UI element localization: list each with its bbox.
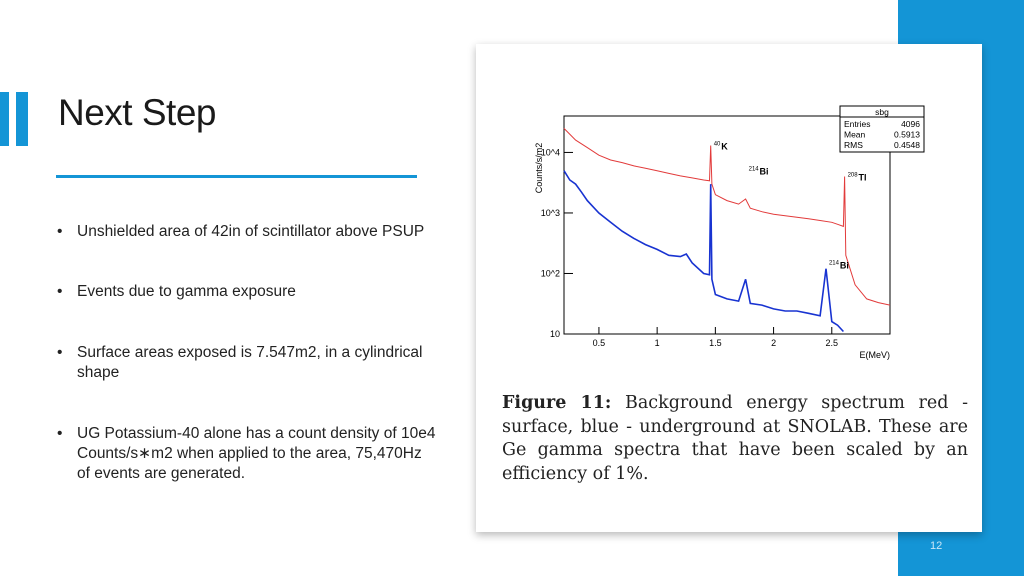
page-number: 12 [930, 540, 943, 552]
figure-image: 0.5 1 1.5 2 2.5 10 10^2 10^3 10^4 E(MeV) Counts/s/… [476, 44, 982, 532]
series-line-1 [563, 170, 844, 333]
y-tick-label: 10^2 [541, 268, 560, 278]
stats-row-value: 0.5913 [894, 130, 920, 140]
y-tick-label: 10 [550, 329, 560, 339]
annotation-label: Bi [760, 167, 769, 177]
stats-box [839, 105, 925, 153]
title-underline [56, 175, 417, 178]
bullet-item: Events due to gamma exposure [56, 282, 436, 302]
accent-bar-thick [16, 92, 28, 146]
figure-caption-text: Background energy spectrum red - surface… [502, 393, 968, 484]
bullet-item: UG Potassium-40 alone has a count densit… [56, 424, 436, 484]
stats-box-title: sbg [875, 107, 889, 117]
stats-row-value: 4096 [901, 119, 920, 129]
bullet-item: Surface areas exposed is 7.547m2, in a c… [56, 343, 436, 383]
annotation-label: K [721, 142, 728, 152]
x-tick-label: 2.5 [826, 338, 839, 348]
x-tick-label: 2 [771, 338, 776, 348]
y-tick-label: 10^3 [541, 208, 560, 218]
series-line-0 [563, 128, 891, 306]
slide-title: Next Step [58, 92, 216, 133]
bullet-list: Unshielded area of 42in of scintillator … [56, 222, 436, 484]
x-axis-label: E(MeV) [859, 350, 890, 360]
figure-caption-label: Figure 11: [502, 393, 612, 413]
annotation-superscript: 214 [749, 167, 760, 173]
stats-row-label: Mean [844, 130, 866, 140]
stats-row-label: Entries [844, 119, 870, 129]
annotation-label: Tl [858, 173, 866, 183]
stats-row-label: RMS [844, 140, 863, 150]
annotation-superscript: 208 [848, 173, 859, 179]
y-axis-label: Counts/s/m2 [534, 143, 544, 194]
annotation-superscript: 40 [714, 142, 721, 148]
figure-caption: Figure 11: Background energy spectrum re… [502, 392, 968, 486]
x-tick-label: 1.5 [709, 338, 722, 348]
y-tick-label: 10^4 [541, 147, 560, 157]
spectrum-chart: 0.5 1 1.5 2 2.5 10 10^2 10^3 10^4 E(MeV) Counts/s/… [534, 105, 925, 360]
bullet-item: Unshielded area of 42in of scintillator … [56, 222, 436, 242]
accent-bar-thin [0, 92, 9, 146]
plot-frame [563, 115, 891, 335]
annotation-label: Bi [840, 261, 849, 271]
x-tick-label: 1 [655, 338, 660, 348]
stats-row-value: 0.4548 [894, 140, 920, 150]
x-tick-label: 0.5 [593, 338, 606, 348]
annotation-superscript: 214 [829, 261, 840, 267]
